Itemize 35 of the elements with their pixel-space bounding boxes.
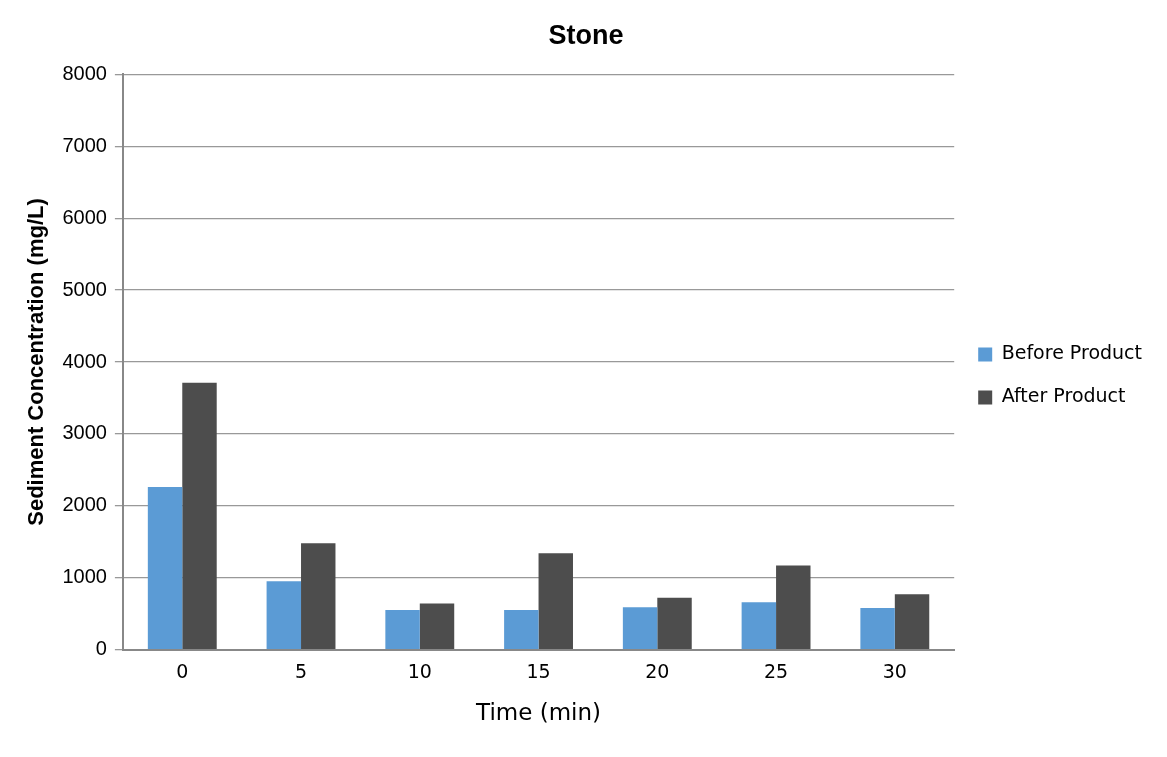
x-tick-label: 20 bbox=[645, 659, 670, 682]
bar bbox=[657, 597, 692, 649]
bar bbox=[860, 607, 895, 649]
x-tick-label: 5 bbox=[294, 659, 308, 682]
y-tick-label: 4000 bbox=[62, 349, 107, 372]
bar bbox=[266, 581, 302, 649]
x-tick-label: 0 bbox=[176, 659, 189, 682]
y-tick-label: 5000 bbox=[62, 277, 107, 300]
y-tick-label: 3000 bbox=[62, 421, 107, 444]
bar bbox=[894, 594, 930, 649]
bar bbox=[385, 610, 420, 649]
bar bbox=[538, 553, 573, 649]
y-tick-label: 0 bbox=[95, 637, 107, 660]
bar bbox=[776, 565, 811, 649]
bar bbox=[419, 603, 455, 649]
x-tick-label: 30 bbox=[882, 659, 907, 682]
bar bbox=[504, 610, 539, 649]
x-tick-label: 25 bbox=[763, 659, 789, 682]
bar bbox=[301, 543, 336, 649]
legend-label: Before Product bbox=[1001, 341, 1143, 364]
x-axis-title: Time (min) bbox=[475, 699, 602, 726]
y-axis-title: Sediment Concentration (mg/L) bbox=[23, 198, 49, 526]
bar bbox=[147, 487, 183, 649]
legend-label: After Product bbox=[1001, 384, 1126, 407]
bar bbox=[622, 607, 658, 649]
y-tick-label: 8000 bbox=[62, 61, 107, 84]
bar bbox=[741, 602, 777, 649]
bar bbox=[182, 382, 217, 649]
y-tick-label: 6000 bbox=[62, 205, 107, 228]
y-tick-label: 7000 bbox=[62, 133, 107, 156]
x-tick-label: 15 bbox=[526, 659, 551, 682]
y-tick-label: 1000 bbox=[62, 565, 107, 588]
y-tick-label: 2000 bbox=[62, 493, 107, 516]
x-tick-label: 10 bbox=[407, 659, 432, 682]
chart-title: Stone bbox=[548, 19, 624, 50]
